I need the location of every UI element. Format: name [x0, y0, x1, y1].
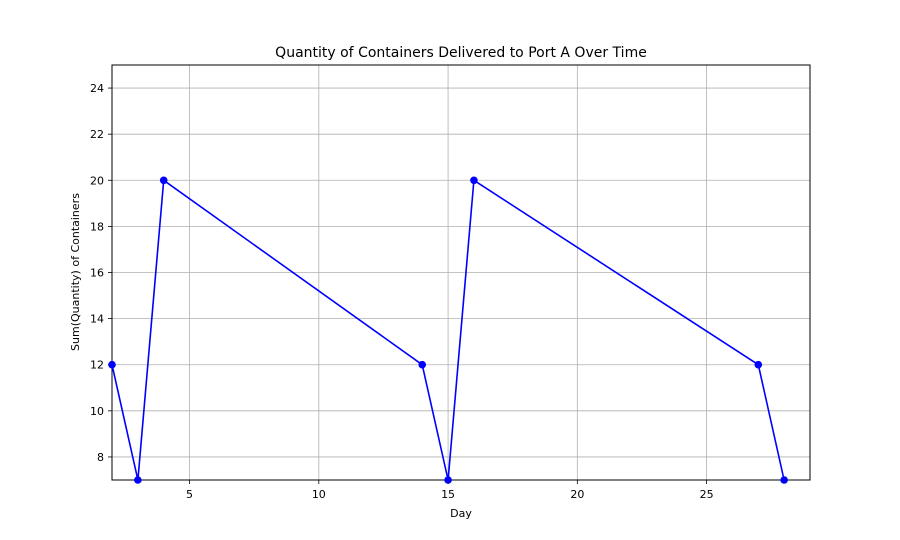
y-tick-label: 18 — [90, 220, 104, 233]
y-axis-title: Sum(Quantity) of Containers — [69, 193, 82, 351]
y-axis: 8 10 12 14 16 18 20 22 24 — [90, 82, 112, 464]
data-point — [754, 360, 763, 369]
data-point — [134, 476, 142, 484]
x-tick-label: 5 — [186, 488, 193, 501]
y-tick-label: 10 — [90, 405, 104, 418]
data-point — [418, 360, 427, 369]
y-tick-label: 16 — [90, 267, 104, 280]
data-point — [444, 476, 452, 484]
x-tick-label: 25 — [700, 488, 714, 501]
y-tick-label: 20 — [90, 174, 104, 187]
data-point — [108, 360, 116, 369]
y-tick-label: 22 — [90, 128, 104, 141]
data-point — [780, 476, 788, 484]
y-tick-label: 24 — [90, 82, 104, 95]
grid — [112, 65, 810, 480]
data-point — [470, 176, 478, 185]
data-point — [159, 176, 168, 185]
y-tick-label: 12 — [90, 359, 104, 372]
x-tick-label: 15 — [441, 488, 455, 501]
y-tick-label: 8 — [97, 451, 104, 464]
x-tick-label: 10 — [312, 488, 326, 501]
x-axis: 5 10 15 20 25 — [186, 480, 714, 501]
data-points — [108, 176, 788, 484]
x-axis-title: Day — [450, 507, 472, 520]
series-line — [111, 179, 785, 481]
y-tick-label: 14 — [90, 313, 104, 326]
x-tick-label: 20 — [570, 488, 584, 501]
chart-title: Quantity of Containers Delivered to Port… — [275, 45, 647, 61]
